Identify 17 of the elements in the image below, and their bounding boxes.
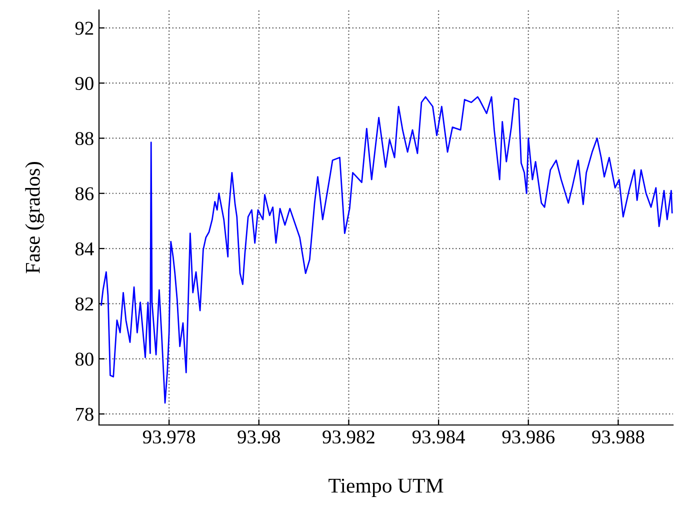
x-tick-label: 93.984: [412, 430, 465, 444]
x-tick-label: 93.986: [502, 430, 555, 444]
y-tick-label: 84: [75, 242, 94, 256]
y-axis-title: Fase (grados): [25, 162, 44, 274]
x-tick-label: 93.98: [238, 430, 280, 444]
y-tick-label: 80: [75, 352, 94, 366]
x-tick-label: 93.978: [142, 430, 196, 444]
y-tick-label: 82: [75, 297, 94, 311]
y-tick-label: 86: [75, 187, 94, 200]
y-tick-label: 88: [75, 132, 94, 146]
y-tick-label: 90: [75, 76, 94, 90]
y-tick-label: 78: [76, 408, 94, 421]
line-series: [100, 96, 673, 404]
x-axis-title: Tiempo UTM: [328, 478, 444, 497]
x-tick-label: 93.988: [592, 430, 644, 444]
x-tick-label: 93.982: [322, 430, 374, 444]
y-tick-label: 92: [75, 22, 94, 35]
